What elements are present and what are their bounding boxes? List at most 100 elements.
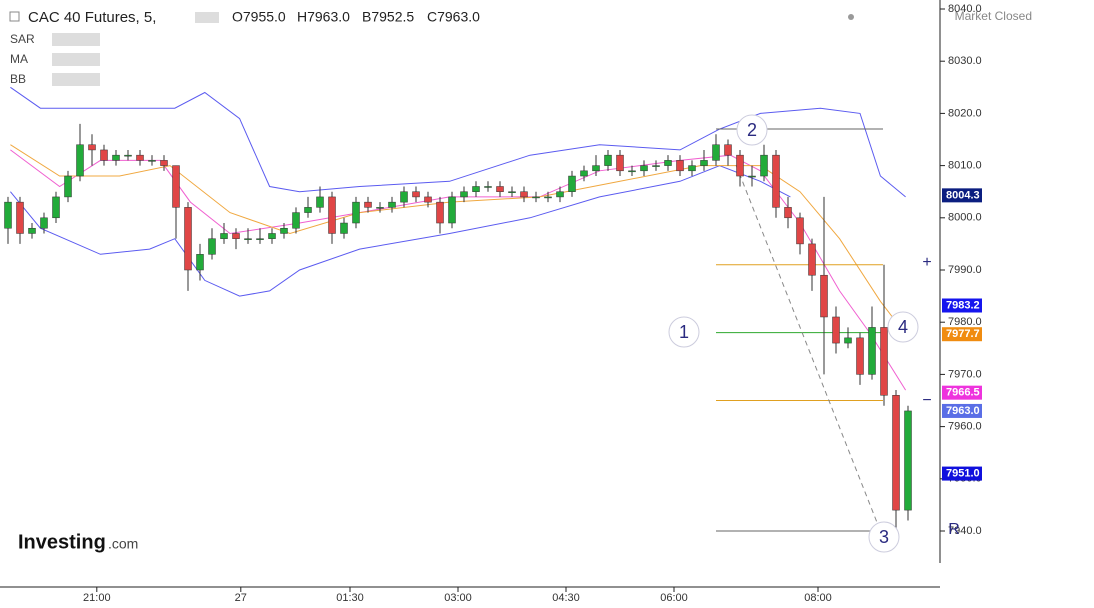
candle-body: [544, 196, 552, 199]
indicator-buttons[interactable]: [52, 33, 100, 46]
candle-body: [244, 238, 252, 240]
candle-body: [136, 154, 144, 161]
y-tick-label: 7960.0: [948, 421, 982, 433]
candle-body: [628, 170, 636, 173]
logo: Investing: [18, 531, 106, 553]
y-tick-label: 8000.0: [948, 212, 982, 224]
candle-body: [448, 196, 456, 224]
candle-body: [76, 144, 84, 177]
indicator-line: [10, 86, 906, 198]
candle-body: [676, 160, 684, 172]
candle-body: [460, 191, 468, 198]
candle-body: [640, 165, 648, 172]
candle-body: [436, 201, 444, 224]
candle-body: [784, 207, 792, 219]
reset[interactable]: R: [948, 521, 960, 538]
x-tick-label: 08:00: [804, 592, 832, 603]
ohlc-value: O7955.0: [232, 9, 286, 25]
candle-body: [616, 154, 624, 172]
indicator-line: [10, 165, 791, 297]
y-tick-label: 8030.0: [948, 55, 982, 67]
candle-body: [748, 175, 756, 178]
x-tick-label: 21:00: [83, 592, 111, 603]
zoom-out[interactable]: −: [922, 392, 931, 409]
price-label-box: [942, 466, 982, 481]
candle-body: [328, 196, 336, 234]
candle-body: [580, 170, 588, 177]
candle-body: [568, 175, 576, 192]
candle-body: [208, 238, 216, 255]
candle-body: [292, 212, 300, 229]
annotation-circle: [736, 114, 768, 146]
candle-body: [592, 165, 600, 172]
candle-body: [892, 395, 900, 511]
price-label: 7983.2: [946, 299, 980, 311]
annotation-circle: [887, 311, 919, 343]
ohlc-value: C7963.0: [427, 9, 480, 25]
price-label-box: [942, 188, 982, 203]
candle-body: [880, 327, 888, 396]
candle-body: [64, 175, 72, 198]
candle-body: [604, 154, 612, 166]
annotation-label: 2: [747, 120, 757, 140]
market-status: Market Closed: [955, 9, 1032, 23]
candle-body: [388, 201, 396, 208]
candle-body: [736, 154, 744, 177]
candle-body: [532, 196, 540, 199]
indicator-buttons[interactable]: [52, 73, 100, 86]
indicator-line: [10, 144, 906, 335]
settings-icon[interactable]: [195, 12, 219, 23]
candle-body: [352, 201, 360, 224]
candle-body: [664, 160, 672, 166]
candle-body: [520, 191, 528, 198]
candle-body: [376, 207, 384, 209]
candle-body: [160, 160, 168, 166]
candle-body: [400, 191, 408, 203]
candle-body: [712, 144, 720, 161]
y-tick-label: 7970.0: [948, 368, 982, 380]
candle-body: [688, 165, 696, 172]
indicator-label: MA: [10, 52, 28, 66]
annotation-label: 4: [898, 317, 908, 337]
candle-body: [16, 201, 24, 234]
candle-body: [112, 154, 120, 161]
candle-body: [364, 201, 372, 208]
indicator-buttons[interactable]: [52, 53, 100, 66]
candle-body: [472, 186, 480, 192]
candle-body: [556, 191, 564, 198]
candle-body: [52, 196, 60, 219]
indicator-label: SAR: [10, 32, 35, 46]
candle-body: [148, 160, 156, 162]
x-tick-label: 04:30: [552, 592, 580, 603]
y-tick-label: 8020.0: [948, 107, 982, 119]
candle-body: [424, 196, 432, 203]
candle-body: [724, 144, 732, 156]
collapse-icon[interactable]: [9, 11, 20, 22]
annotation-label: 3: [879, 527, 889, 547]
logo-suffix: .com: [108, 536, 138, 552]
candle-body: [340, 222, 348, 234]
candle-body: [844, 337, 852, 344]
annotation-circle: [868, 521, 900, 553]
y-tick-label: 7990.0: [948, 264, 982, 276]
price-label: 8004.3: [946, 189, 980, 201]
price-label: 7977.7: [946, 328, 980, 340]
chart-title: CAC 40 Futures, 5,: [28, 9, 156, 26]
annotation-circle: [668, 316, 700, 348]
x-tick-label: 03:00: [444, 592, 472, 603]
candle-body: [280, 227, 288, 234]
price-label-box: [942, 327, 982, 342]
price-label-box: [942, 403, 982, 418]
y-tick-label: 7940.0: [948, 525, 982, 537]
x-tick-label: 06:00: [660, 592, 688, 603]
candle-body: [100, 149, 108, 161]
candle-body: [808, 243, 816, 276]
y-tick-label: 8040.0: [948, 3, 982, 15]
candle-body: [124, 154, 132, 157]
zoom-in[interactable]: +: [922, 254, 931, 271]
candle-body: [412, 191, 420, 198]
candle-body: [4, 201, 12, 229]
candle-body: [496, 186, 504, 192]
candle-body: [832, 316, 840, 344]
